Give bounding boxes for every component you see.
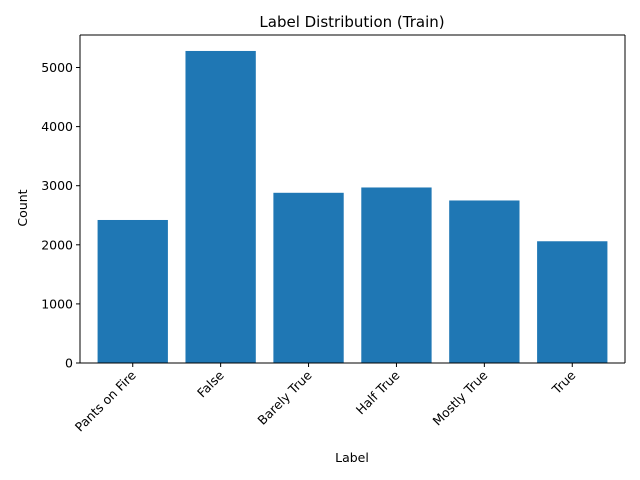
bar <box>537 241 608 363</box>
x-tick-label: False <box>194 367 227 400</box>
y-tick-label: 0 <box>65 356 73 371</box>
y-tick-label: 4000 <box>41 119 73 134</box>
bar <box>185 50 256 364</box>
x-tick-label: Half True <box>353 367 403 417</box>
x-tick-label: Pants on Fire <box>72 367 139 434</box>
y-tick-label: 3000 <box>41 178 73 193</box>
bar <box>361 187 432 363</box>
x-tick-label: True <box>548 367 578 397</box>
bar <box>97 219 168 363</box>
y-axis-label: Count <box>15 189 30 226</box>
x-tick-label: Mostly True <box>429 367 490 428</box>
chart-title: Label Distribution (Train) <box>259 13 444 31</box>
y-tick-label: 1000 <box>41 296 73 311</box>
bar <box>273 192 344 363</box>
y-tick-label: 2000 <box>41 237 73 252</box>
y-tick-label: 5000 <box>41 60 73 75</box>
bar <box>449 200 520 363</box>
x-tick-label: Barely True <box>254 367 314 427</box>
plot-area: 0 1000 2000 3000 4000 5000 Pants on Fire False B… <box>41 34 626 435</box>
x-axis-label: Label <box>335 450 369 465</box>
